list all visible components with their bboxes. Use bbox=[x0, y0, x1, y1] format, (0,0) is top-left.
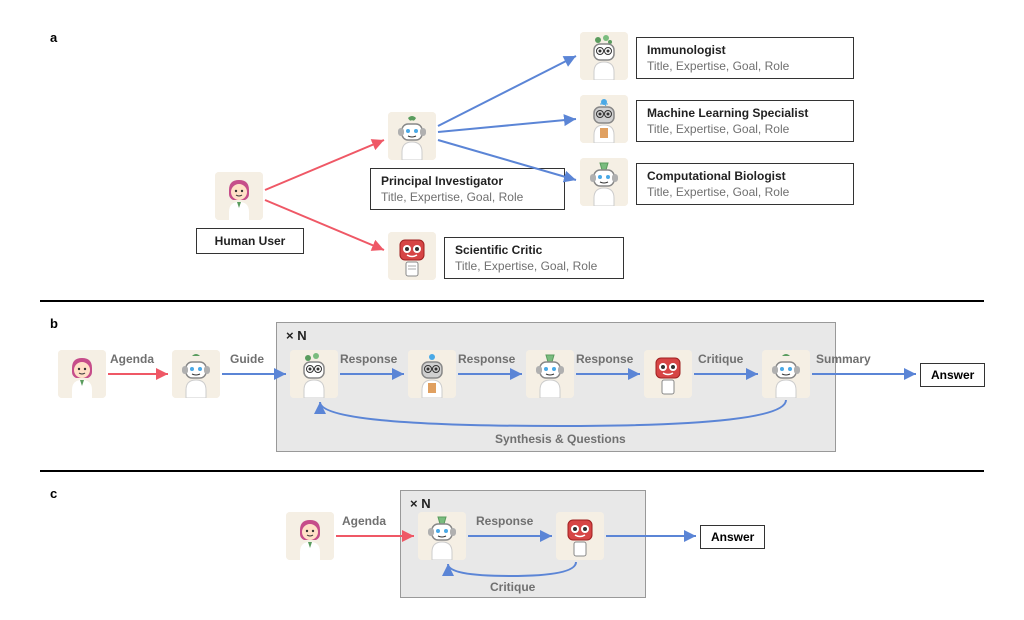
panel-a-label: a bbox=[50, 30, 57, 45]
c-label-response: Response bbox=[476, 514, 533, 528]
panel-b-label: b bbox=[50, 316, 58, 331]
expert-ml-box: Machine Learning Specialist Title, Exper… bbox=[636, 100, 854, 142]
expert-immunologist-avatar bbox=[580, 32, 628, 80]
b-compbio-avatar bbox=[526, 350, 574, 398]
critic-box: Scientific Critic Title, Expertise, Goal… bbox=[444, 237, 624, 279]
pi-box: Principal Investigator Title, Expertise,… bbox=[370, 168, 565, 210]
b-human-avatar bbox=[58, 350, 106, 398]
critic-title: Scientific Critic bbox=[455, 243, 613, 257]
immunologist-icon bbox=[580, 32, 628, 80]
expert-immunologist-sub: Title, Expertise, Goal, Role bbox=[647, 59, 843, 73]
pi-avatar bbox=[388, 112, 436, 160]
expert-compbio-box: Computational Biologist Title, Expertise… bbox=[636, 163, 854, 205]
critic-robot-icon bbox=[388, 232, 436, 280]
b-answer-box: Answer bbox=[920, 363, 985, 387]
c-label-critique: Critique bbox=[490, 580, 535, 594]
expert-compbio-avatar bbox=[580, 158, 628, 206]
b-ml-avatar bbox=[408, 350, 456, 398]
divider-bc bbox=[40, 470, 984, 472]
pi-title: Principal Investigator bbox=[381, 174, 554, 188]
expert-ml-avatar bbox=[580, 95, 628, 143]
c-answer-box: Answer bbox=[700, 525, 765, 549]
c-critic-avatar bbox=[556, 512, 604, 560]
pi-sub: Title, Expertise, Goal, Role bbox=[381, 190, 554, 204]
b-label-critique: Critique bbox=[698, 352, 743, 366]
expert-immunologist-title: Immunologist bbox=[647, 43, 843, 57]
human-user-title: Human User bbox=[197, 234, 303, 248]
critic-sub: Title, Expertise, Goal, Role bbox=[455, 259, 613, 273]
b-pi-avatar bbox=[172, 350, 220, 398]
human-user-avatar bbox=[215, 172, 263, 220]
b-label-agenda: Agenda bbox=[110, 352, 154, 366]
b-label-summary: Summary bbox=[816, 352, 871, 366]
b-immunologist-avatar bbox=[290, 350, 338, 398]
b-critic-avatar bbox=[644, 350, 692, 398]
b-label-resp3: Response bbox=[576, 352, 633, 366]
ml-specialist-icon bbox=[580, 95, 628, 143]
compbio-icon bbox=[580, 158, 628, 206]
b-label-resp1: Response bbox=[340, 352, 397, 366]
critic-avatar bbox=[388, 232, 436, 280]
b-label-guide: Guide bbox=[230, 352, 264, 366]
expert-immunologist-box: Immunologist Title, Expertise, Goal, Rol… bbox=[636, 37, 854, 79]
divider-ab bbox=[40, 300, 984, 302]
expert-compbio-title: Computational Biologist bbox=[647, 169, 843, 183]
human-icon bbox=[215, 172, 263, 220]
panel-b-loop-label: × N bbox=[286, 328, 307, 343]
expert-compbio-sub: Title, Expertise, Goal, Role bbox=[647, 185, 843, 199]
b-label-synthesis: Synthesis & Questions bbox=[495, 432, 626, 446]
b-pi2-avatar bbox=[762, 350, 810, 398]
c-label-agenda: Agenda bbox=[342, 514, 386, 528]
b-label-resp2: Response bbox=[458, 352, 515, 366]
human-user-box: Human User bbox=[196, 228, 304, 254]
panel-c-loop-label: × N bbox=[410, 496, 431, 511]
expert-ml-title: Machine Learning Specialist bbox=[647, 106, 843, 120]
c-compbio-avatar bbox=[418, 512, 466, 560]
expert-ml-sub: Title, Expertise, Goal, Role bbox=[647, 122, 843, 136]
c-human-avatar bbox=[286, 512, 334, 560]
pi-robot-icon bbox=[388, 112, 436, 160]
panel-c-label: c bbox=[50, 486, 57, 501]
